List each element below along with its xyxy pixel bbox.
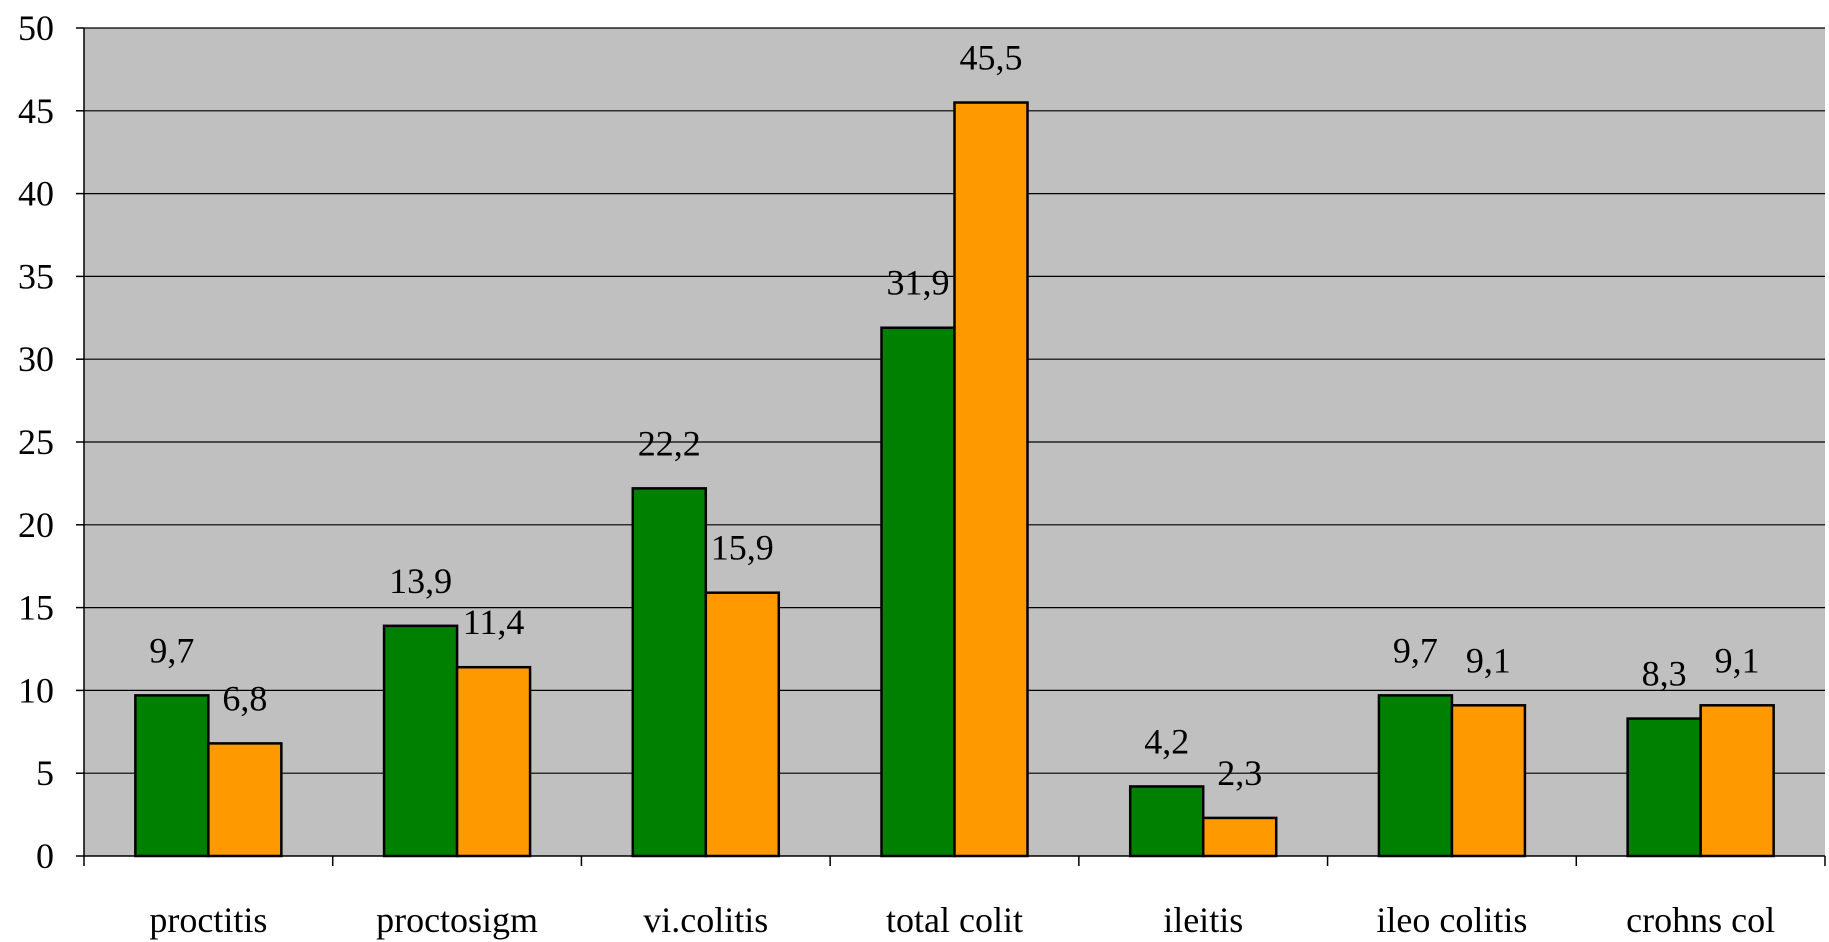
category-label: proctosigm [376, 900, 538, 940]
bar [1128, 785, 1205, 858]
data-label: 13,9 [389, 561, 452, 601]
bar [1201, 816, 1278, 858]
bar [1626, 717, 1702, 858]
bar [134, 694, 210, 858]
data-label: 45,5 [960, 38, 1023, 78]
data-label: 11,4 [463, 602, 525, 642]
y-tick-label: 5 [36, 753, 54, 793]
y-tick-label: 50 [18, 8, 54, 48]
bar [631, 487, 708, 858]
bar [704, 591, 781, 858]
y-tick-label: 30 [18, 339, 54, 379]
y-tick-label: 10 [18, 670, 54, 710]
data-label: 9,7 [1393, 630, 1438, 670]
y-tick-label: 0 [36, 836, 54, 876]
bar [382, 624, 459, 858]
data-label: 31,9 [887, 263, 950, 303]
data-label: 8,3 [1642, 654, 1687, 694]
bar [1699, 704, 1775, 858]
y-tick-label: 25 [18, 422, 54, 462]
y-tick-label: 45 [18, 91, 54, 131]
category-label: vi.colitis [643, 900, 768, 940]
bar [455, 665, 532, 858]
data-label: 9,1 [1715, 640, 1760, 680]
data-label: 9,1 [1466, 640, 1511, 680]
bar [953, 101, 1029, 858]
category-label: crohns col [1626, 900, 1775, 940]
category-label: total colit [886, 900, 1023, 940]
data-label: 6,8 [222, 678, 267, 718]
bar [1377, 694, 1454, 858]
bar [207, 742, 283, 858]
bar [1450, 704, 1527, 858]
y-tick-label: 20 [18, 505, 54, 545]
data-label: 4,2 [1144, 721, 1189, 761]
bar [880, 326, 956, 858]
category-label: proctitis [149, 900, 267, 940]
y-tick-label: 35 [18, 256, 54, 296]
y-tick-label: 15 [18, 588, 54, 628]
data-label: 9,7 [149, 630, 194, 670]
data-label: 22,2 [638, 423, 701, 463]
data-label: 15,9 [711, 528, 774, 568]
data-label: 2,3 [1217, 753, 1262, 793]
category-label: ileo colitis [1376, 900, 1527, 940]
category-label: ileitis [1163, 900, 1243, 940]
y-tick-label: 40 [18, 174, 54, 214]
